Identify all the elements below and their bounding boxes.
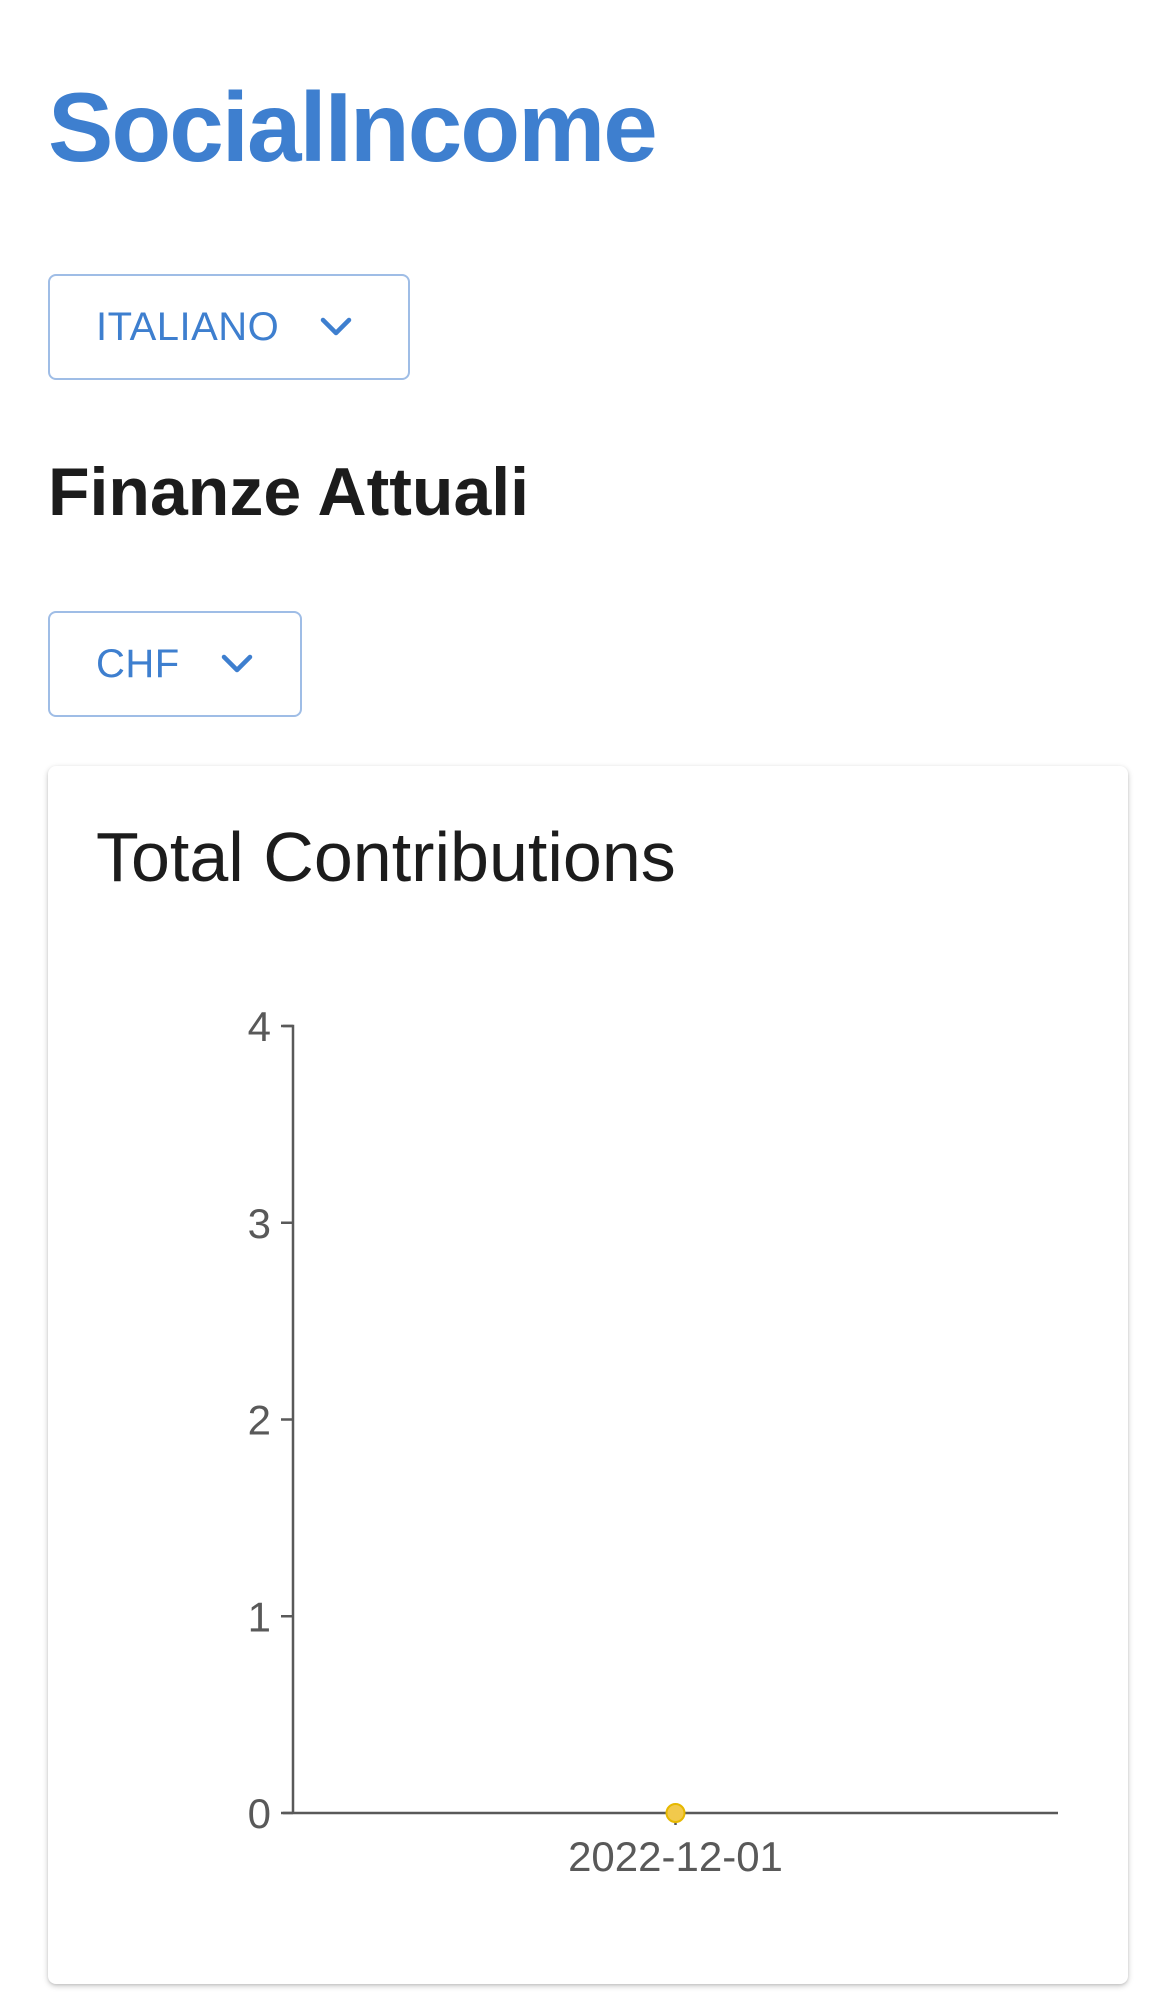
y-tick-label: 4 — [248, 1003, 271, 1050]
chevron-down-icon — [321, 317, 352, 336]
currency-label: CHF — [96, 641, 180, 686]
language-label: ITALIANO — [96, 304, 280, 349]
chevron-down-icon — [221, 654, 252, 673]
y-tick-label: 1 — [248, 1593, 271, 1640]
language-dropdown[interactable]: ITALIANO — [48, 274, 410, 380]
contributions-chart: 0 1 2 3 4 2022-12-01 — [248, 1003, 1058, 1880]
chart-title: Total Contributions — [96, 818, 676, 896]
contributions-card: Total Contributions 0 1 2 3 4 2022-12-01 — [48, 766, 1128, 1984]
y-tick-label: 3 — [248, 1200, 271, 1247]
currency-dropdown[interactable]: CHF — [48, 611, 302, 717]
y-tick-label: 0 — [248, 1790, 271, 1837]
brand-logo[interactable]: SocialIncome — [48, 72, 658, 182]
x-tick-label: 2022-12-01 — [568, 1833, 783, 1880]
data-point — [665, 1803, 686, 1823]
section-title: Finanze Attuali — [48, 454, 530, 530]
y-tick-label: 2 — [248, 1397, 271, 1444]
